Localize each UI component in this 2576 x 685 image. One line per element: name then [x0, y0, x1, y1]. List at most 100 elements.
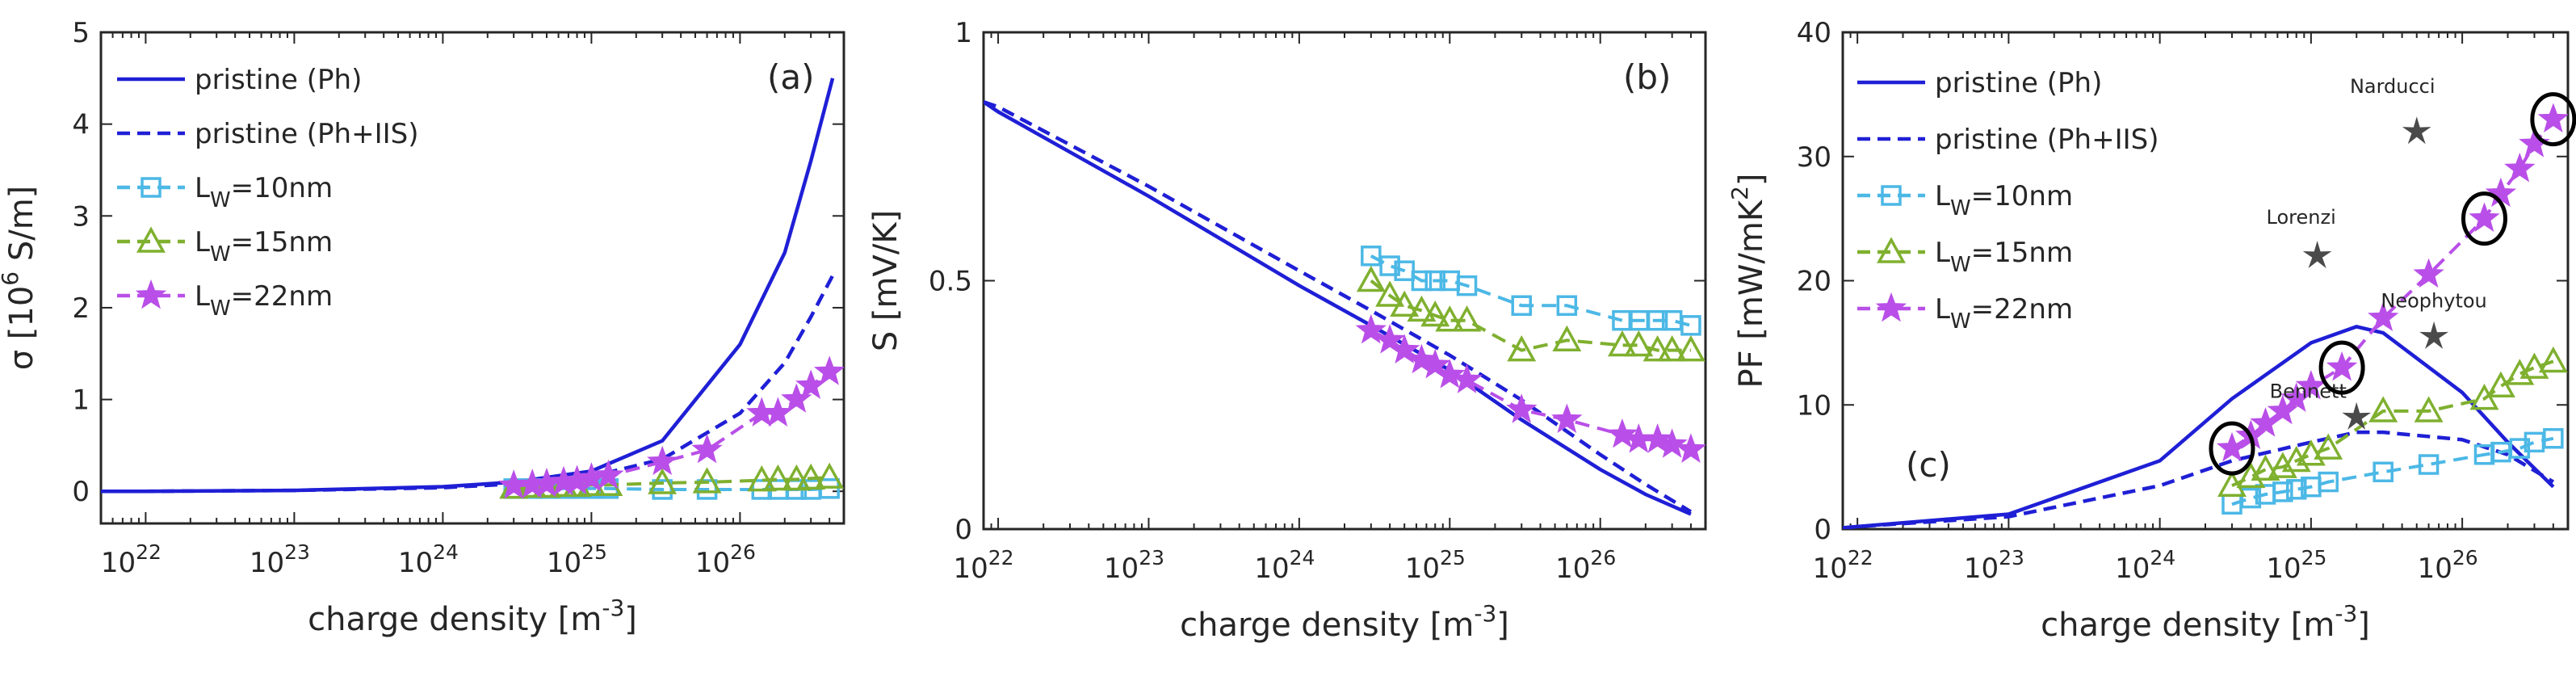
- series-line-pristine-ph-: [984, 100, 1692, 516]
- y-tick-label: 30: [1797, 141, 1831, 174]
- legend-entry-text: LW=22nm: [195, 280, 333, 321]
- data-point-star: [593, 459, 624, 490]
- data-point-star: [2216, 431, 2248, 462]
- data-point-star: [2295, 370, 2327, 400]
- data-point-star: [2368, 301, 2399, 331]
- data-point-star: [1355, 313, 1387, 344]
- data-point-star: [1451, 364, 1483, 393]
- x-tick-label: 1022: [1813, 546, 1873, 585]
- legend-entry-text: pristine (Ph): [195, 64, 362, 96]
- x-tick-label: 1024: [398, 540, 459, 579]
- panel-label: (b): [1623, 57, 1671, 97]
- data-point-star: [647, 445, 678, 476]
- data-point-triangle: [692, 467, 722, 494]
- data-point-star: [1406, 343, 1437, 374]
- data-point-triangle: [815, 462, 844, 489]
- x-tick-label: 1026: [2418, 546, 2478, 585]
- reference-point-narducci: [2402, 116, 2431, 145]
- data-point-star: [2413, 258, 2444, 288]
- data-point-triangle: [2538, 346, 2568, 373]
- data-point-star: [2504, 152, 2536, 183]
- y-tick-label: 0: [954, 514, 972, 546]
- data-point-star: [813, 355, 844, 385]
- data-point-triangle: [2217, 470, 2247, 497]
- highlight-circle: [2318, 340, 2365, 395]
- panel-label: (c): [1906, 445, 1951, 485]
- data-point-star: [2469, 202, 2500, 232]
- data-point-triangle: [1435, 305, 1465, 332]
- data-point-triangle: [2519, 352, 2549, 379]
- data-point-star: [1374, 324, 1406, 354]
- series-line-l-w-22nm: [1370, 329, 1692, 452]
- data-point-star: [2519, 128, 2550, 158]
- legend: pristine (Ph) pristine (Ph+IIS) LW=10nm LW=…: [1857, 67, 2159, 334]
- data-point-square: [1511, 295, 1532, 316]
- data-point-triangle: [2414, 396, 2444, 422]
- x-tick-label: 1025: [1405, 546, 1466, 585]
- data-point-star: [1606, 418, 1638, 448]
- x-tick-label: 1025: [547, 540, 607, 579]
- legend-entry-text: LW=22nm: [1935, 293, 2073, 334]
- data-point-triangle: [763, 464, 793, 491]
- data-point-square: [2509, 438, 2531, 459]
- plot-frame: [1841, 31, 2570, 531]
- y-tick-label: 3: [72, 200, 90, 233]
- reference-point-lorenzi: [2302, 241, 2332, 268]
- data-point-square: [1424, 270, 1445, 292]
- data-point-star: [1675, 433, 1705, 463]
- highlight-circle: [2209, 421, 2255, 476]
- legend-entry-text: pristine (Ph+IIS): [195, 118, 418, 150]
- data-point-triangle: [1390, 290, 1420, 317]
- data-point-triangle: [1676, 334, 1705, 362]
- plot-frame: [99, 31, 845, 525]
- data-point-star: [2537, 103, 2568, 132]
- data-point-triangle: [1507, 334, 1537, 362]
- data-point-triangle: [1657, 334, 1687, 362]
- data-point-triangle: [796, 463, 826, 490]
- legend-entry-text: LW=15nm: [195, 226, 333, 267]
- data-point-star: [1642, 423, 1673, 453]
- data-point-triangle: [1552, 325, 1582, 352]
- y-tick-label: 0: [1814, 514, 1831, 546]
- y-axis-label: PF [mW/mK2]: [1726, 173, 1770, 388]
- x-tick-label: 1022: [954, 546, 1014, 585]
- data-point-square: [2373, 461, 2393, 483]
- data-point-square: [1456, 275, 1478, 296]
- data-point-triangle: [2368, 396, 2398, 422]
- y-tick-label: 0: [72, 476, 90, 508]
- legend-entry-text: LW=10nm: [1935, 180, 2073, 221]
- series-line-pristine-ph-iis-: [984, 99, 1693, 514]
- data-point-square: [1411, 270, 1433, 292]
- highlight-circle: [2461, 191, 2507, 246]
- x-tick-label: 1023: [1104, 546, 1164, 585]
- data-point-square: [2240, 487, 2262, 509]
- data-point-square: [1556, 295, 1578, 316]
- data-point-triangle: [2486, 371, 2515, 397]
- data-point-square: [1361, 246, 1382, 267]
- x-axis-label: charge density [m-3]: [1180, 600, 1509, 644]
- reference-label-lorenzi: Lorenzi: [2267, 206, 2336, 229]
- y-tick-label: 10: [1797, 389, 1831, 422]
- data-point-triangle: [782, 464, 812, 491]
- legend: pristine (Ph) pristine (Ph+IIS) LW=10nm LW=…: [117, 64, 418, 321]
- x-tick-label: 1023: [1964, 546, 2024, 585]
- panel-b: 1022 1023 1024 1025 1026 0 0.5 1 charge density …: [867, 17, 1707, 644]
- data-point-star: [1551, 403, 1583, 434]
- data-point-triangle: [1607, 330, 1637, 357]
- y-tick-label: 5: [72, 17, 90, 49]
- series-line-l-w-15nm: [2231, 359, 2554, 488]
- x-tick-label: 1025: [2266, 546, 2326, 585]
- y-axis-label: S [mV/K]: [867, 210, 904, 351]
- data-point-triangle: [2314, 433, 2343, 460]
- data-point-triangle: [1420, 300, 1450, 327]
- y-tick-label: 2: [72, 292, 90, 325]
- data-point-triangle: [747, 464, 777, 492]
- data-point-square: [1647, 309, 1668, 331]
- data-point-square: [2285, 479, 2307, 500]
- reference-point-bennett: [2342, 401, 2372, 430]
- legend-marker: [135, 279, 167, 309]
- series-line-l-w-10nm: [1370, 254, 1692, 327]
- y-axis-label: σ [106 S/m]: [0, 186, 40, 371]
- y-tick-label: 40: [1797, 17, 1831, 49]
